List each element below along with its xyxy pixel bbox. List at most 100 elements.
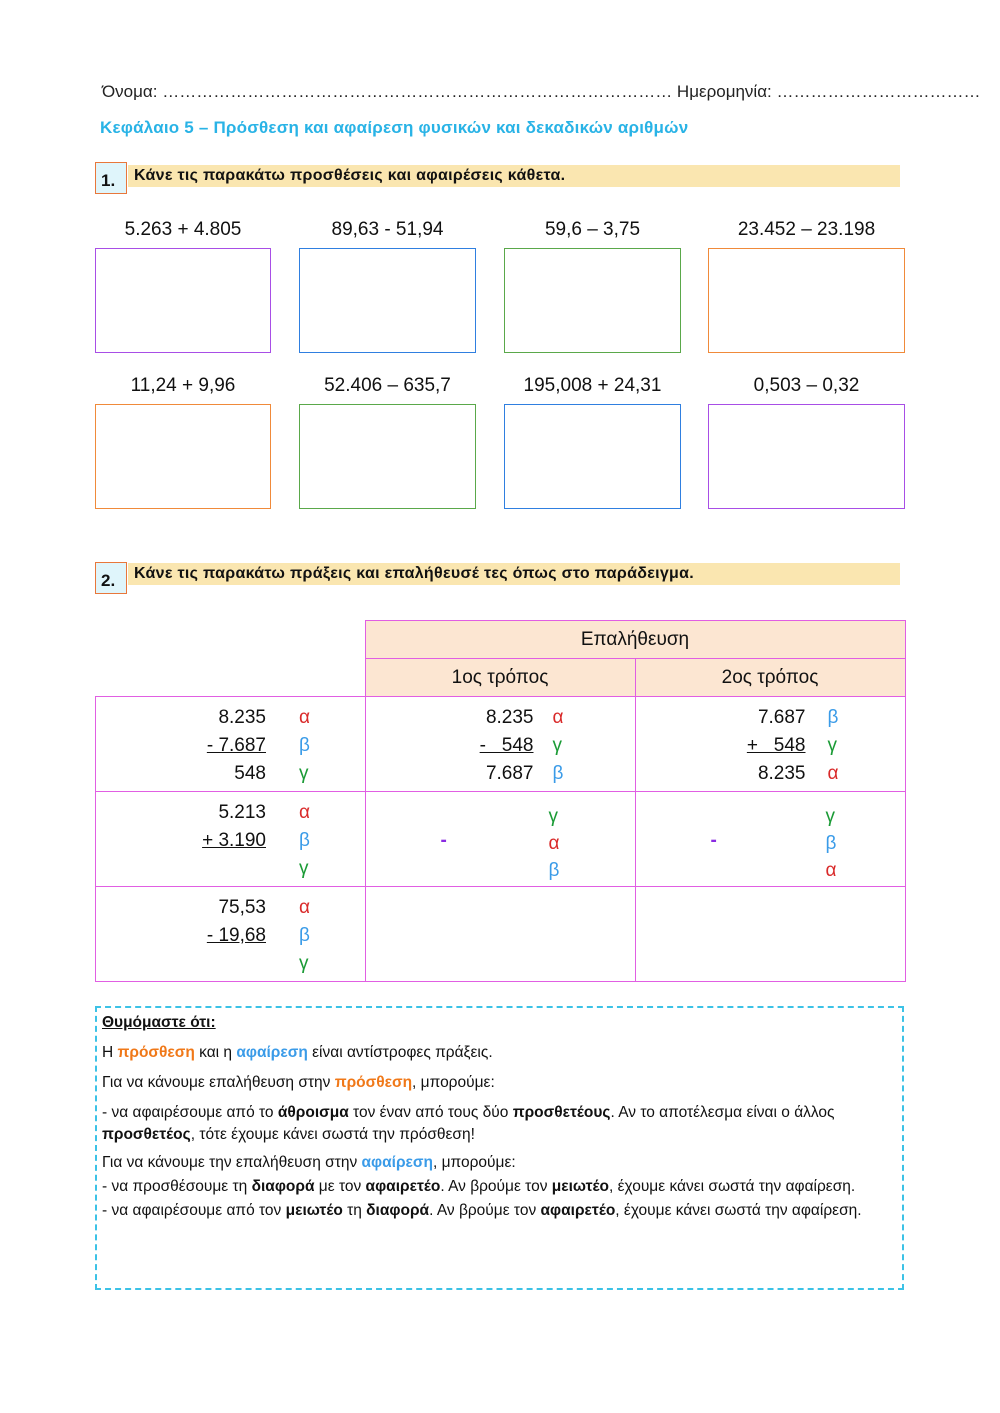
- operand-letter: γ: [299, 763, 309, 784]
- text-segment: αφαίρεση: [361, 1154, 433, 1171]
- text-segment: , μπορούμε:: [412, 1074, 495, 1091]
- answer-box[interactable]: [504, 248, 681, 353]
- text-segment: - να προσθέσουμε τη: [102, 1178, 252, 1195]
- section-1-number: 1.: [95, 162, 127, 194]
- text-segment: είναι αντίστροφες πράξεις.: [307, 1044, 493, 1061]
- operand-letter: γ: [299, 858, 309, 879]
- verification-cell[interactable]: 7.687 β + 548 γ 8.235 α: [634, 696, 906, 792]
- operand-letter: β: [299, 925, 310, 946]
- operand: 7.687: [485, 763, 534, 784]
- reminder-box: Θυμόμαστε ότι: Η πρόσθεση και η αφαίρεση …: [95, 1006, 904, 1290]
- operand-letter: α: [825, 860, 837, 881]
- section-1-instruction: Κάνε τις παρακάτω προσθέσεις και αφαιρέσ…: [128, 165, 900, 187]
- text-segment: με τον: [314, 1178, 366, 1195]
- operand: 8.235: [218, 707, 266, 728]
- operand: - 7.687: [206, 735, 266, 756]
- chapter-title: Κεφάλαιο 5 – Πρόσθεση και αφαίρεση φυσικ…: [100, 118, 689, 137]
- reminder-paragraph: Για να κάνουμε επαλήθευση στην πρόσθεση,…: [102, 1072, 897, 1094]
- text-segment: τον έναν από τους δύο: [348, 1104, 513, 1121]
- text-segment: - να αφαιρέσουμε από τον: [102, 1202, 286, 1219]
- reminder-paragraph: - να αφαιρέσουμε από το άθροισμα τον ένα…: [102, 1102, 897, 1146]
- operand-letter: β: [827, 707, 839, 728]
- verification-table: Επαλήθευση 1ος τρόπος 2ος τρόπος 8.235 α -…: [95, 620, 906, 982]
- operand-letter: α: [552, 707, 564, 728]
- operand-letter: γ: [299, 953, 309, 974]
- answer-box[interactable]: [299, 404, 476, 509]
- text-segment: . Αν βρούμε τον: [440, 1178, 552, 1195]
- operand-letter: α: [299, 897, 310, 918]
- exercise-label: 5.263 + 4.805: [124, 219, 242, 240]
- text-segment: διαφορά: [366, 1202, 430, 1219]
- verification-cell[interactable]: 8.235 α - 548 γ 7.687 β: [364, 696, 636, 792]
- operand-letter: β: [299, 735, 310, 756]
- reminder-heading: Θυμόμαστε ότι:: [102, 1012, 897, 1034]
- reminder-paragraph: - να προσθέσουμε τη διαφορά με τον αφαιρ…: [102, 1176, 897, 1198]
- verification-cell[interactable]: [364, 886, 636, 982]
- operand: 7.687: [757, 707, 806, 728]
- table-row: 5.213 α + 3.190 β γ - γ α β - γ β α: [95, 791, 906, 887]
- name-date-line: Όνομα: ……………………………………………………………………………… Ημ…: [102, 82, 981, 101]
- operand: 75,53: [218, 897, 266, 918]
- exercise-label: 52.406 – 635,7: [324, 375, 451, 396]
- operand: 8.235: [757, 763, 806, 784]
- text-segment: , έχουμε κάνει σωστά την αφαίρεση.: [608, 1178, 856, 1195]
- text-segment: πρόσθεση: [117, 1044, 195, 1061]
- text-segment: , τότε έχουμε κάνει σωστά την πρόσθεση!: [190, 1126, 475, 1143]
- text-segment: - να αφαιρέσουμε από το: [102, 1104, 278, 1121]
- text-segment: , μπορούμε:: [432, 1154, 516, 1171]
- exercise-label: 23.452 – 23.198: [737, 219, 876, 240]
- operand: 548: [234, 763, 266, 784]
- operand-letter: γ: [552, 735, 563, 756]
- exercise-label: 11,24 + 9,96: [130, 375, 236, 396]
- exercise-label: 0,503 – 0,32: [753, 375, 860, 396]
- text-segment: , έχουμε κάνει σωστά την αφαίρεση.: [615, 1202, 862, 1219]
- answer-box[interactable]: [95, 248, 271, 353]
- answer-box[interactable]: [708, 248, 905, 353]
- answer-box[interactable]: [708, 404, 905, 509]
- text-segment: μειωτέο: [551, 1178, 609, 1195]
- operation-cell: 75,53 α - 19,68 β γ: [95, 886, 366, 982]
- text-segment: . Αν το αποτέλεσμα είναι ο άλλος: [610, 1104, 835, 1121]
- answer-box[interactable]: [504, 404, 681, 509]
- text-segment: αφαιρετέο: [365, 1178, 441, 1195]
- text-segment: . Αν βρούμε τον: [429, 1202, 541, 1219]
- reminder-paragraph: Για να κάνουμε την επαλήθευση στην αφαίρ…: [102, 1152, 897, 1174]
- table-row: 8.235 α - 7.687 β 548 γ 8.235 α - 548 γ 7.687 β 7.68…: [95, 696, 906, 792]
- text-segment: άθροισμα: [277, 1104, 349, 1121]
- text-segment: μειωτέο: [285, 1202, 343, 1219]
- text-segment: διαφορά: [251, 1178, 315, 1195]
- operand-letter: β: [552, 763, 564, 784]
- text-segment: Η: [102, 1044, 118, 1061]
- text-segment: Για να κάνουμε επαλήθευση στην: [102, 1074, 335, 1091]
- exercise-label: 89,63 - 51,94: [331, 219, 444, 240]
- table-row: 75,53 α - 19,68 β γ: [95, 886, 906, 982]
- answer-box[interactable]: [95, 404, 271, 509]
- operand-letter: α: [299, 802, 310, 823]
- text-segment: αφαίρεση: [236, 1044, 308, 1061]
- text-segment: αφαιρετέο: [540, 1202, 616, 1219]
- text-segment: τη: [342, 1202, 367, 1219]
- reminder-paragraph: - να αφαιρέσουμε από τον μειωτέο τη διαφ…: [102, 1200, 897, 1222]
- operand: - 548: [479, 735, 534, 756]
- verification-cell[interactable]: [634, 886, 906, 982]
- section-2-number: 2.: [95, 562, 127, 594]
- operand: + 3.190: [202, 830, 266, 851]
- text-segment: προσθετέους: [512, 1104, 611, 1121]
- way-2-header: 2ος τρόπος: [634, 658, 906, 697]
- reminder-paragraph: Η πρόσθεση και η αφαίρεση είναι αντίστρο…: [102, 1042, 897, 1064]
- operand: 5.213: [218, 802, 266, 823]
- minus-sign: -: [440, 830, 447, 851]
- answer-box[interactable]: [299, 248, 476, 353]
- text-segment: πρόσθεση: [334, 1074, 413, 1091]
- operand-letter: α: [548, 833, 560, 854]
- text-segment: Θυμόμαστε ότι:: [102, 1014, 216, 1031]
- operand-letter: α: [827, 763, 839, 784]
- operand-letter: γ: [548, 806, 559, 827]
- verification-header: Επαλήθευση: [364, 620, 906, 659]
- operation-cell: 8.235 α - 7.687 β 548 γ: [95, 696, 366, 792]
- operand-letter: β: [825, 833, 837, 854]
- operand: 8.235: [485, 707, 534, 728]
